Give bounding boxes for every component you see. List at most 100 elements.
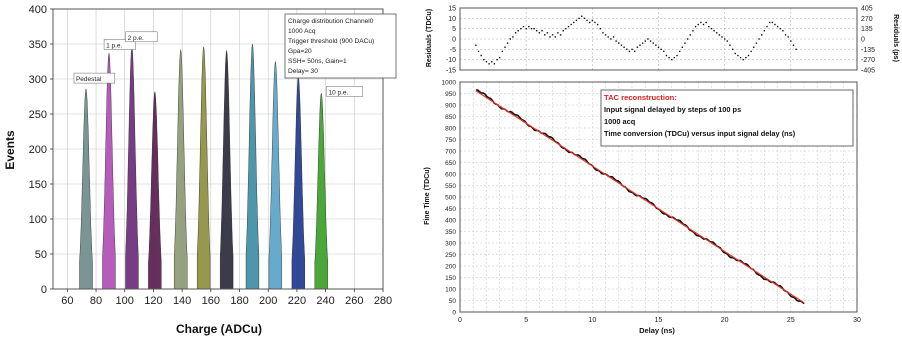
tac-xtick-label-0: 0 — [458, 317, 462, 324]
resid-point-15 — [514, 32, 517, 34]
resid-point-13 — [509, 38, 511, 40]
tac-ytick-label-15: 750 — [445, 137, 456, 144]
resid-point-58 — [628, 50, 631, 53]
hist-info-box: Charge distribution Channel0 1000 Acq Tr… — [284, 13, 397, 79]
hist-x-ticks: 60 80 100 120 140 160 180 200 220 240 260 280 — [61, 289, 392, 307]
resid-point-78 — [681, 46, 684, 48]
resid-point-3 — [483, 58, 485, 61]
resid-point-59 — [631, 48, 633, 51]
resid-point-77 — [678, 50, 681, 53]
hist-peak-7 — [245, 43, 260, 290]
resid-left-label-6: 15 — [448, 6, 456, 13]
resid-point-80 — [686, 38, 689, 40]
resid-point-87 — [705, 21, 707, 24]
resid-point-30 — [554, 36, 556, 38]
resid-point-64 — [644, 40, 646, 42]
hist-ytick-label-0: 0 — [41, 284, 47, 296]
hist-peak-10 — [314, 92, 328, 290]
tac-y-axis-title: Fine Time (TDCu) — [424, 167, 431, 225]
resid-point-8 — [496, 58, 498, 61]
resid-point-55 — [620, 44, 623, 46]
resid-point-91 — [716, 32, 718, 34]
hist-y-axis-title: Events — [3, 130, 17, 170]
hist-annot-2: 2 p.e. — [128, 35, 144, 42]
hist-ytick-label-5: 250 — [29, 109, 47, 121]
resid-points — [475, 15, 797, 65]
tac-ytick-label-1: 50 — [449, 298, 457, 305]
info-line-5: SSH= 50ns, Gain=1 — [288, 58, 347, 65]
resid-point-43 — [588, 21, 591, 24]
resid-point-22 — [533, 27, 535, 30]
hist-ytick-label-2: 100 — [29, 214, 47, 226]
hist-xtick-label-7: 200 — [259, 295, 277, 307]
tac-ytick-label-16: 800 — [445, 126, 456, 133]
tac-legend-box: TAC reconstruction: Input signal delayed… — [600, 89, 854, 147]
resid-point-98 — [734, 52, 736, 55]
resid-point-111 — [768, 21, 771, 24]
resid-point-35 — [567, 25, 570, 28]
residuals-plot: -15 -10 -5 0 5 10 15 -405 -270 -135 0 135 270 405 Re… — [426, 6, 899, 75]
resid-point-56 — [623, 46, 625, 48]
resid-point-0 — [475, 44, 477, 46]
resid-plot-frame — [459, 7, 858, 71]
resid-point-103 — [747, 54, 750, 57]
resid-point-32 — [559, 34, 562, 36]
hist-ytick-label-1: 50 — [35, 249, 47, 261]
hist-annot-box-2 — [125, 31, 158, 43]
hist-ytick-label-7: 350 — [29, 39, 47, 51]
resid-point-101 — [742, 58, 744, 61]
hist-xtick-label-6: 180 — [230, 295, 248, 307]
resid-point-24 — [538, 32, 541, 34]
resid-point-16 — [517, 30, 519, 32]
resid-point-50 — [607, 36, 609, 38]
resid-point-118 — [787, 36, 789, 38]
resid-right-label-2: -135 — [861, 47, 875, 54]
resid-point-117 — [784, 34, 787, 36]
resid-point-107 — [758, 38, 760, 40]
resid-point-18 — [522, 25, 525, 28]
tac-xtick-label-4: 20 — [721, 317, 729, 324]
hist-peak-2 — [125, 47, 139, 290]
resid-point-95 — [726, 40, 729, 42]
resid-point-121 — [795, 48, 797, 51]
resid-point-69 — [657, 46, 660, 48]
tac-ytick-label-20: 1000 — [442, 80, 457, 87]
tac-ytick-label-17: 850 — [445, 114, 456, 121]
hist-xtick-label-2: 100 — [116, 295, 134, 307]
resid-point-68 — [655, 44, 657, 46]
tac-ytick-label-11: 550 — [445, 183, 456, 190]
hist-peak-5 — [197, 46, 211, 290]
resid-point-7 — [493, 63, 496, 65]
resid-point-19 — [525, 27, 527, 30]
resid-point-119 — [790, 40, 792, 42]
hist-annotations: Pedestal 1 p.e. 2 p.e. 10 p.e. — [73, 31, 363, 97]
resid-point-84 — [697, 23, 699, 26]
resid-point-37 — [573, 21, 575, 24]
resid-point-63 — [641, 42, 644, 44]
resid-point-54 — [618, 42, 620, 44]
hist-peak-6 — [220, 50, 234, 290]
resid-point-47 — [599, 27, 601, 30]
hist-annot-1: 1 p.e. — [106, 43, 122, 50]
resid-point-79 — [684, 42, 686, 44]
charge-histogram: 60 80 100 120 140 160 180 200 220 240 260 280 0 50 10… — [3, 4, 397, 336]
hist-xtick-label-5: 160 — [202, 295, 220, 307]
tac-ytick-label-9: 450 — [445, 206, 456, 213]
resid-point-62 — [639, 44, 641, 46]
resid-right-label-4: 135 — [861, 26, 873, 33]
resid-point-38 — [575, 19, 578, 22]
resid-point-65 — [647, 38, 649, 40]
resid-point-113 — [774, 23, 776, 26]
resid-point-49 — [604, 34, 607, 36]
resid-point-21 — [530, 27, 533, 30]
resid-point-5 — [488, 63, 490, 65]
resid-left-label-0: -15 — [446, 68, 456, 75]
hist-ytick-label-8: 400 — [29, 4, 47, 16]
resid-point-40 — [581, 15, 583, 17]
resid-point-74 — [671, 58, 673, 61]
resid-right-label-5: 270 — [861, 16, 873, 23]
resid-left-label-2: -5 — [450, 47, 456, 54]
resid-point-27 — [546, 32, 549, 34]
resid-point-10 — [501, 50, 504, 53]
